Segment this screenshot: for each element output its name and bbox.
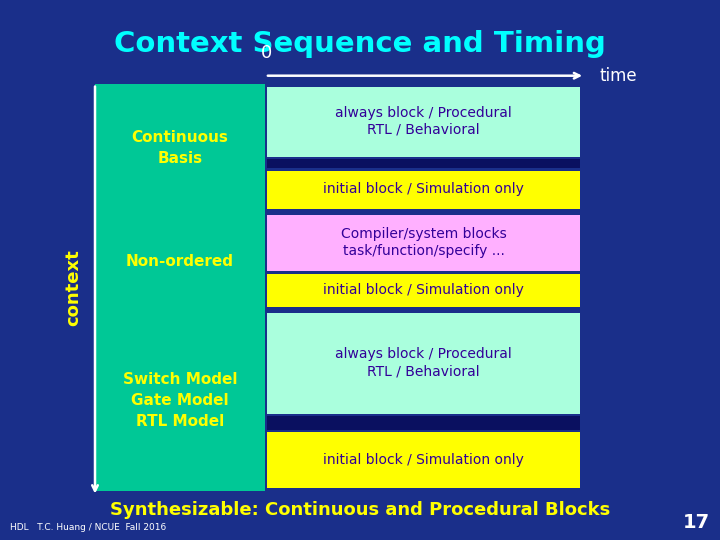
Text: always block / Procedural
RTL / Behavioral: always block / Procedural RTL / Behavior…	[335, 347, 512, 379]
Bar	[267, 416, 580, 430]
Bar	[267, 313, 580, 414]
Bar	[267, 433, 580, 488]
Bar	[267, 171, 580, 209]
Bar	[267, 159, 580, 168]
Text: HDL   T.C. Huang / NCUE  Fall 2016: HDL T.C. Huang / NCUE Fall 2016	[10, 523, 166, 532]
Text: 0: 0	[261, 44, 273, 62]
Text: Switch Model
Gate Model
RTL Model: Switch Model Gate Model RTL Model	[122, 372, 238, 429]
Text: Context Sequence and Timing: Context Sequence and Timing	[114, 30, 606, 58]
Text: Non-ordered: Non-ordered	[126, 254, 234, 268]
Text: initial block / Simulation only: initial block / Simulation only	[323, 282, 524, 296]
Text: initial block / Simulation only: initial block / Simulation only	[323, 182, 524, 196]
Bar	[267, 87, 580, 157]
Text: Compiler/system blocks
task/function/specify ...: Compiler/system blocks task/function/spe…	[341, 227, 506, 258]
Text: initial block / Simulation only: initial block / Simulation only	[323, 453, 524, 467]
Text: time: time	[600, 67, 638, 85]
Text: 17: 17	[683, 513, 710, 532]
Text: Continuous
Basis: Continuous Basis	[132, 130, 228, 166]
Bar	[267, 215, 580, 271]
Bar	[267, 274, 580, 307]
Text: Synthesizable: Continuous and Procedural Blocks: Synthesizable: Continuous and Procedural…	[110, 502, 610, 519]
Bar	[95, 84, 265, 491]
Text: always block / Procedural
RTL / Behavioral: always block / Procedural RTL / Behavior…	[335, 105, 512, 137]
Text: context: context	[64, 249, 82, 326]
